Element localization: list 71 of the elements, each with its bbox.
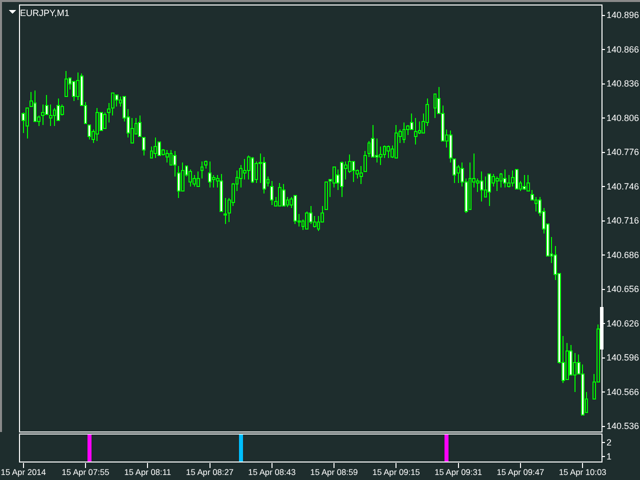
candlestick <box>522 174 526 190</box>
x-tick-label: 15 Apr 10:03 <box>558 467 607 477</box>
candlestick <box>208 160 212 188</box>
x-tick-label: 15 Apr 09:15 <box>372 467 420 477</box>
candlestick <box>488 173 492 206</box>
y-tick-label: 140.536 <box>606 421 640 432</box>
candlestick <box>402 122 406 144</box>
candlestick <box>64 70 68 97</box>
candlestick <box>41 104 44 126</box>
candlestick <box>33 90 37 122</box>
candlestick <box>414 118 418 145</box>
candlestick <box>468 162 472 210</box>
candlestick <box>95 107 99 142</box>
candlestick <box>375 138 378 164</box>
candlestick <box>565 342 569 380</box>
candlestick <box>262 156 266 194</box>
candlestick <box>534 196 538 212</box>
candlestick <box>282 184 286 206</box>
candlestick <box>580 364 584 416</box>
candlestick <box>270 180 274 206</box>
x-tick-label: 15 Apr 07:55 <box>62 467 110 477</box>
candlestick <box>352 160 356 182</box>
candlestick <box>180 162 184 192</box>
candlestick <box>360 165 363 185</box>
x-tick-label: 15 Apr 08:27 <box>186 467 234 477</box>
y-tick-label: 140.596 <box>606 352 640 363</box>
candlestick <box>130 118 134 144</box>
candlestick <box>48 104 52 127</box>
candlestick <box>418 120 422 135</box>
candlestick <box>526 174 530 192</box>
candlestick <box>22 112 26 134</box>
candlestick <box>212 174 216 188</box>
candlestick <box>220 173 224 212</box>
y-tick-label: 1 <box>606 451 612 462</box>
x-tick-label: 15 Apr 08:59 <box>310 467 358 477</box>
candlestick <box>246 155 250 180</box>
candlestick <box>480 171 484 202</box>
candlestick <box>484 176 488 198</box>
candlestick <box>243 158 246 180</box>
candlestick <box>154 136 158 158</box>
candlestick <box>26 107 29 140</box>
y-tick-label: 140.716 <box>606 216 640 226</box>
x-tick-label: 15 Apr 09:31 <box>434 467 482 477</box>
y-tick-label: 140.746 <box>606 181 640 192</box>
candlestick <box>433 94 437 119</box>
candlestick <box>340 160 344 198</box>
candlestick <box>224 197 228 225</box>
y-tick-label: 140.656 <box>606 284 640 294</box>
y-tick-label: 140.806 <box>606 112 640 123</box>
x-tick-label: 15 Apr 08:11 <box>124 467 172 477</box>
candlestick <box>573 352 577 393</box>
x-tick-label: 15 Apr 09:47 <box>496 467 545 477</box>
candlestick <box>503 168 507 188</box>
y-tick-label: 140.566 <box>606 386 640 397</box>
candlestick <box>510 170 514 188</box>
candlestick <box>52 107 56 127</box>
y-tick-label: 2 <box>606 437 612 448</box>
candlestick <box>371 124 375 158</box>
y-tick-label: 140.896 <box>606 10 640 20</box>
chart-title: EURJPY,M1 <box>20 8 70 18</box>
candlestick <box>165 149 169 164</box>
y-tick-label: 140.686 <box>606 250 640 260</box>
y-tick-label: 140.836 <box>606 78 640 89</box>
y-tick-label: 140.866 <box>606 44 640 54</box>
x-tick-label: 15 Apr 08:43 <box>248 467 296 477</box>
y-tick-label: 140.626 <box>606 318 640 328</box>
candlestick <box>138 115 142 137</box>
candlestick <box>495 176 499 192</box>
candlestick <box>394 124 398 158</box>
x-tick-label: 15 Apr 2014 <box>0 467 46 477</box>
y-tick-label: 140.776 <box>606 147 640 158</box>
